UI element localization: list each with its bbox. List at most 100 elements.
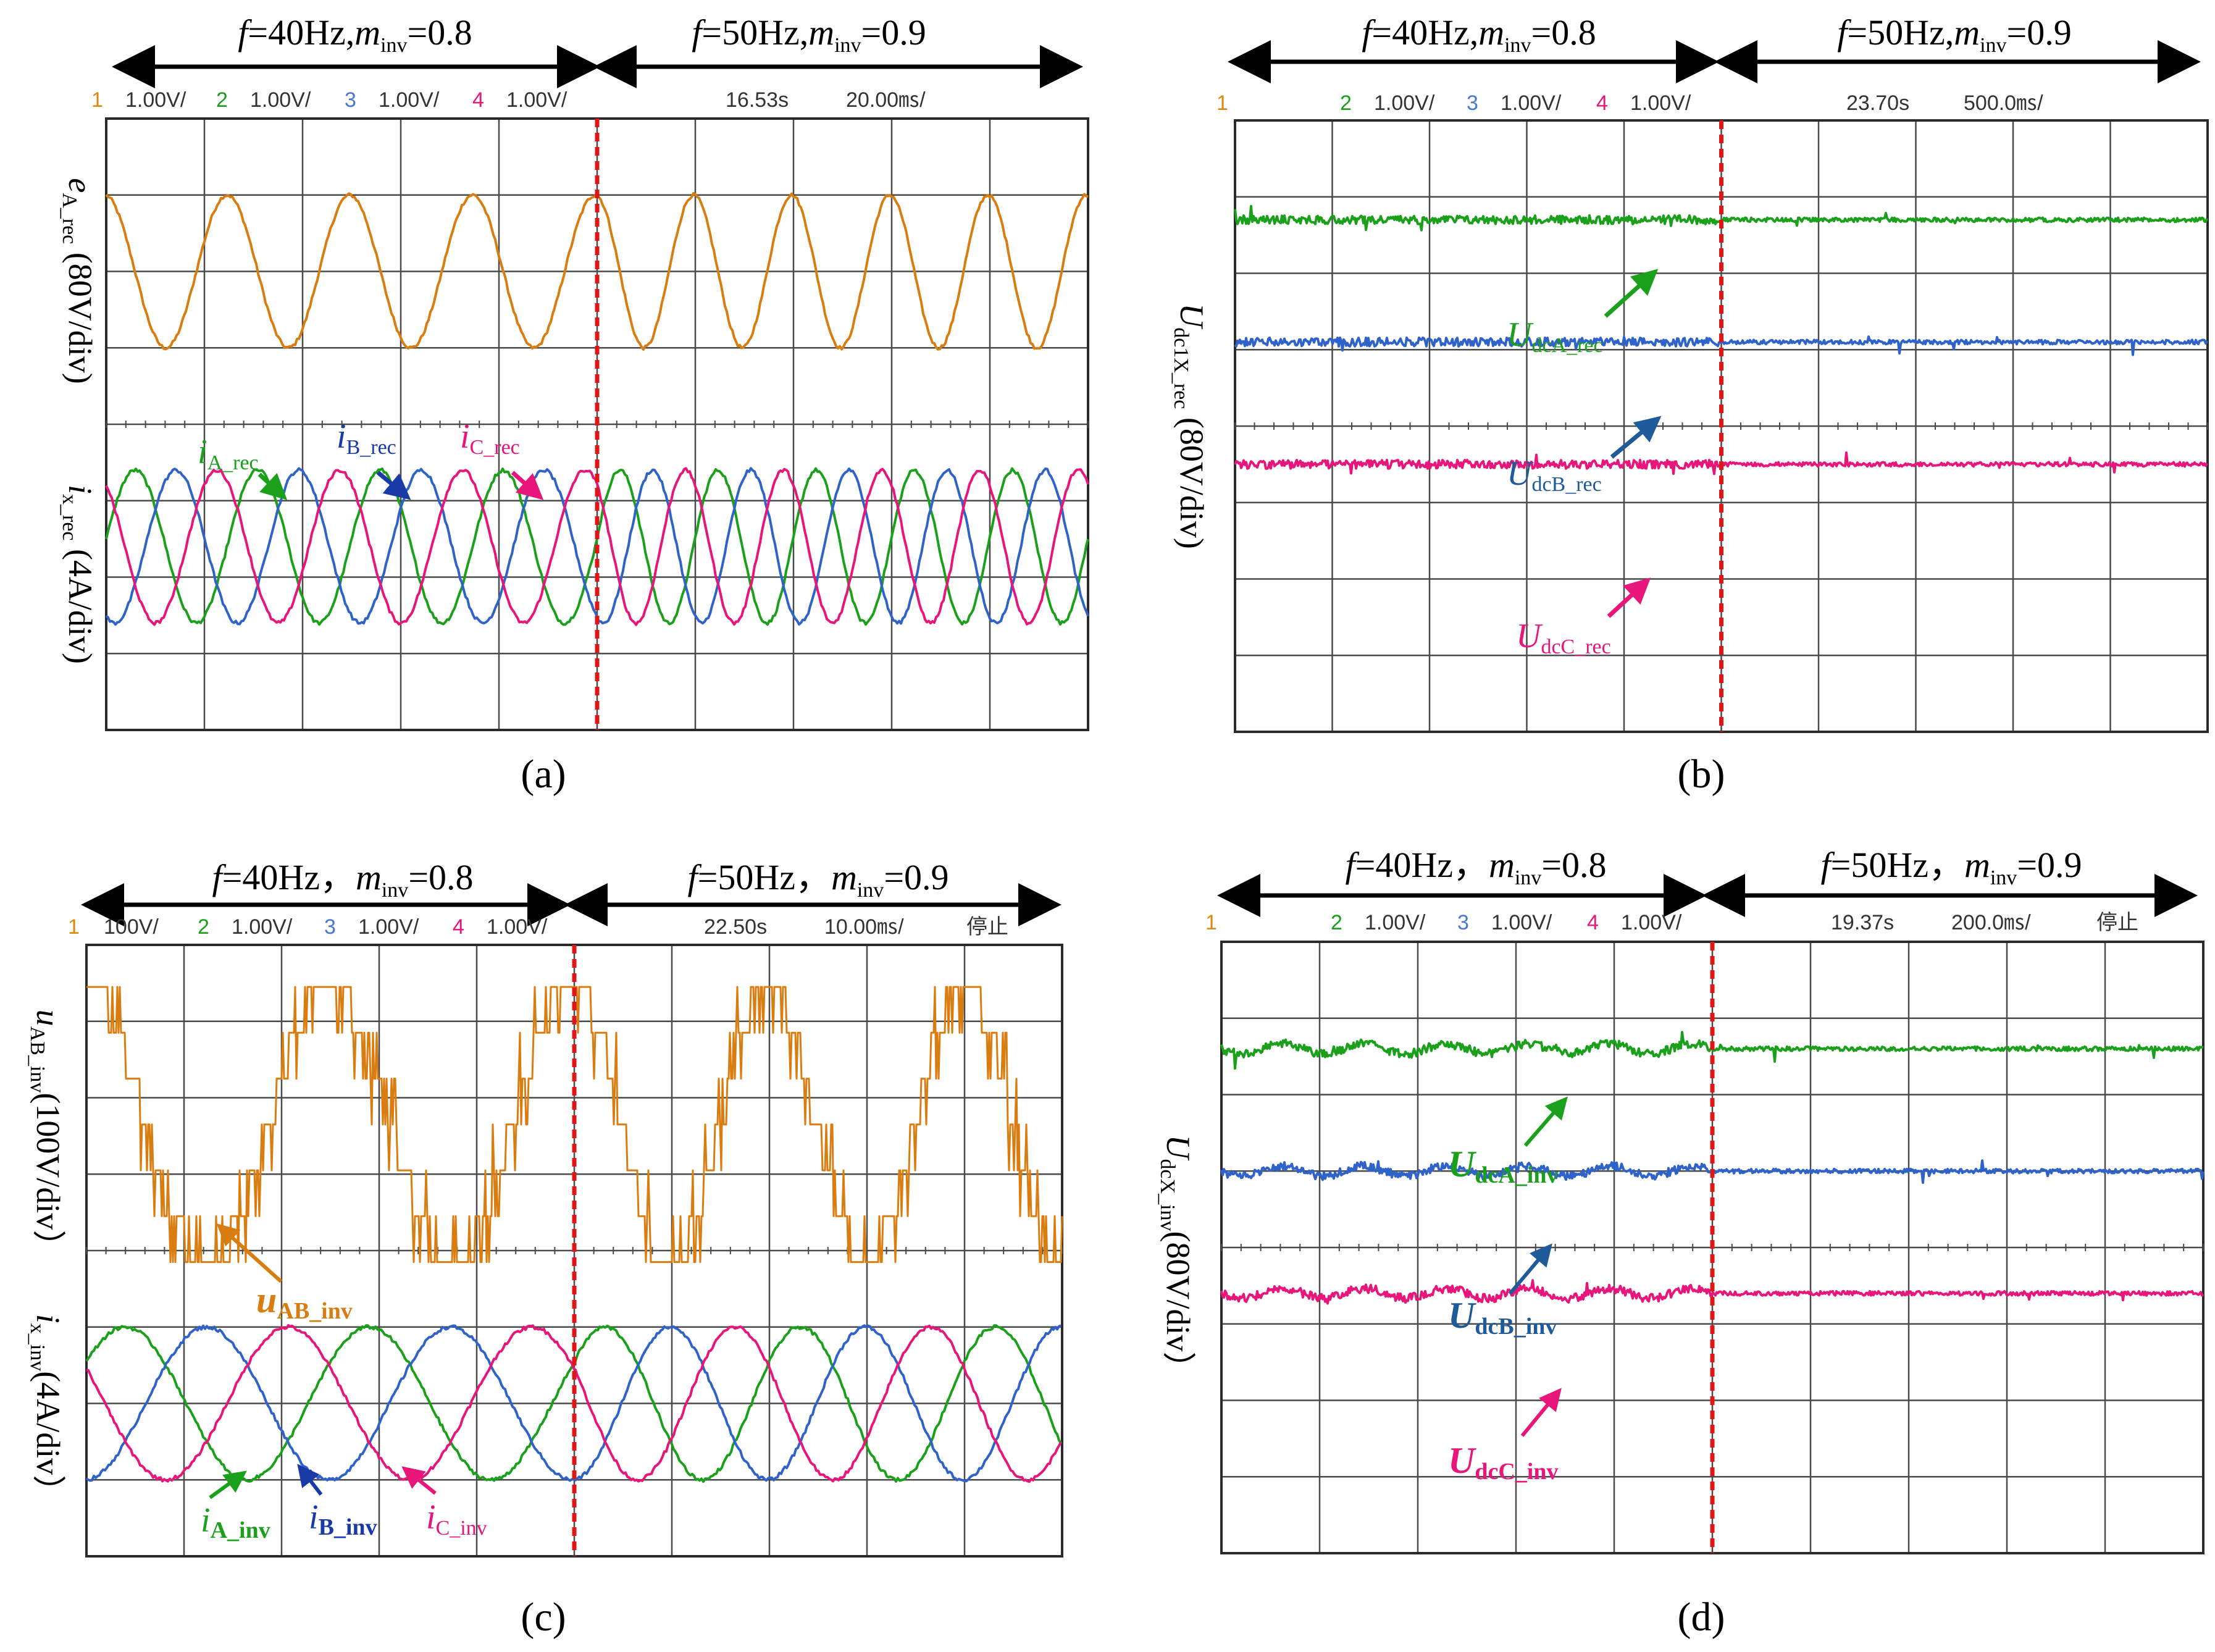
ch3-index: 3 [1457, 911, 1469, 934]
arrow-UdcB-inv [1508, 1243, 1552, 1295]
trace-labels: iA_rec iB_rec iC_rec [198, 417, 544, 500]
scope-header: 1 1.00V/ 2 1.00V/ 3 1.00V/ 4 1.00V/ 16.5… [91, 88, 926, 112]
trace-u_AB_inv [86, 986, 1063, 1264]
ch1-scale: 1.00V/ [125, 88, 186, 112]
ch4-index: 4 [1587, 911, 1599, 934]
scope-traces [1234, 120, 2208, 732]
y-axis-label: Udc1X_rec (80V/div) [1170, 303, 1210, 549]
arrow-uAB-inv [216, 1223, 283, 1283]
ch4-index: 4 [1596, 91, 1608, 115]
condition-before: f=40Hz，minv=0.8 [1345, 845, 1606, 889]
condition-after: f=50Hz,minv=0.9 [692, 12, 926, 57]
arrow-UdcC-rec [1607, 577, 1651, 618]
label-iC-inv: iC_inv [426, 1498, 487, 1540]
trace-U_dcB_rec [1234, 335, 2208, 356]
label-iB-inv: iB_inv [309, 1498, 377, 1540]
label-iA-inv: iA_inv [201, 1501, 270, 1543]
ch1-index: 1 [1216, 91, 1228, 115]
arrow-iB-inv [297, 1464, 323, 1496]
panel-label: (c) [521, 1595, 566, 1640]
ch3-scale: 1.00V/ [1491, 911, 1552, 934]
panel-label: (a) [521, 752, 566, 797]
panel-c: f=40Hz，minv=0.8 f=50Hz，minv=0.9 1 100V/ … [26, 857, 1063, 1640]
scope-header: 1 100V/ 2 1.00V/ 3 1.00V/ 4 1.00V/ 22.50… [68, 915, 1008, 939]
ch3-scale: 1.00V/ [1501, 91, 1562, 115]
label-UdcC-rec: UdcC_rec [1516, 617, 1611, 658]
label-UdcA-rec: UdcA_rec [1507, 316, 1603, 357]
ch4-index: 4 [453, 915, 464, 939]
scope-header: 1 2 1.00V/ 3 1.00V/ 4 1.00V/ 19.37s 200.… [1205, 911, 2138, 934]
ch1-index: 1 [1205, 911, 1217, 934]
arrow-UdcA-inv [1523, 1096, 1568, 1147]
ch1-index: 1 [68, 915, 80, 939]
time-readout: 19.37s [1831, 911, 1894, 934]
arrow-iA-inv [209, 1470, 247, 1499]
trace-labels: UdcA_rec UdcB_rec UdcC_rec [1507, 269, 1662, 658]
condition-after: f=50Hz，minv=0.9 [687, 857, 948, 902]
y-axis-label: UdcX_inv(80V/div） [1156, 1134, 1197, 1385]
arrow-iA-rec [258, 472, 288, 500]
trace-i_C_rec [105, 467, 1089, 626]
arrow-UdcC-inv [1520, 1388, 1562, 1437]
condition-before: f=40Hz,minv=0.8 [1362, 12, 1596, 57]
ch4-scale: 1.00V/ [506, 88, 567, 112]
ch4-scale: 1.00V/ [1630, 91, 1691, 115]
panel-label: (b) [1678, 752, 1725, 797]
label-iC-rec: iC_rec [460, 417, 520, 459]
label-UdcB-inv: UdcB_inv [1448, 1295, 1557, 1340]
panel-label: (d) [1678, 1595, 1725, 1640]
timebase: 20.00㎳/ [846, 88, 926, 112]
label-uAB-inv: uAB_inv [256, 1280, 353, 1324]
ch2-scale: 1.00V/ [1365, 911, 1426, 934]
timebase: 500.0㎳/ [1964, 91, 2043, 115]
scope-state: 停止 [966, 915, 1008, 939]
time-readout: 16.53s [726, 88, 789, 112]
time-readout: 22.50s [704, 915, 767, 939]
panel-d: f=40Hz，minv=0.8 f=50Hz，minv=0.9 1 2 1.00… [1156, 845, 2205, 1640]
panel-a: f=40Hz,minv=0.8 f=50Hz,minv=0.9 1 1.00V/… [58, 12, 1089, 797]
ch1-index: 1 [91, 88, 103, 112]
y-axis-label-bottom: ix_inv(4A/div） [26, 1314, 67, 1508]
ch2-index: 2 [1340, 91, 1352, 115]
timebase: 200.0㎳/ [1951, 911, 2031, 934]
arrow-UdcA-rec [1604, 269, 1659, 318]
label-iB-rec: iB_rec [337, 417, 396, 459]
ch3-scale: 1.00V/ [358, 915, 419, 939]
ch4-index: 4 [472, 88, 484, 112]
scope-traces [1220, 942, 2205, 1553]
condition-before: f=40Hz,minv=0.8 [238, 12, 472, 57]
ch3-index: 3 [324, 915, 336, 939]
arrow-iB-rec [376, 471, 411, 500]
ch3-scale: 1.00V/ [379, 88, 440, 112]
label-UdcB-rec: UdcB_rec [1507, 455, 1602, 496]
y-axis-label-top: eA_rec (80V/div) [58, 178, 99, 384]
ch4-scale: 1.00V/ [1621, 911, 1682, 934]
y-axis-label-bottom: ix_rec (4A/div) [58, 485, 99, 664]
ch3-index: 3 [1467, 91, 1478, 115]
time-readout: 23.70s [1846, 91, 1909, 115]
scope-header: 1 2 1.00V/ 3 1.00V/ 4 1.00V/ 23.70s 500.… [1216, 91, 2043, 115]
label-UdcC-inv: UdcC_inv [1448, 1440, 1558, 1485]
arrow-iC-rec [511, 471, 544, 500]
ch2-index: 2 [1331, 911, 1342, 934]
scope-state: 停止 [2096, 911, 2138, 934]
y-axis-label-top: uAB_inv(100V/div） [26, 1010, 67, 1264]
ch3-index: 3 [345, 88, 356, 112]
ch2-index: 2 [216, 88, 228, 112]
ch1-scale: 100V/ [104, 915, 159, 939]
ch2-scale: 1.00V/ [250, 88, 311, 112]
condition-before: f=40Hz，minv=0.8 [212, 857, 473, 902]
arrow-iC-inv [401, 1466, 437, 1495]
condition-after: f=50Hz，minv=0.9 [1820, 845, 2082, 889]
trace-labels: uAB_inv iA_inv iB_inv iC_inv [201, 1223, 487, 1543]
ch2-index: 2 [198, 915, 209, 939]
trace-i_C_inv [86, 1324, 1062, 1483]
timebase: 10.00㎳/ [824, 915, 904, 939]
label-iA-rec: iA_rec [198, 433, 259, 474]
scope-traces [85, 945, 1063, 1556]
trace-labels: UdcA_inv UdcB_inv UdcC_inv [1448, 1096, 1568, 1485]
arrow-UdcB-rec [1610, 416, 1662, 459]
condition-after: f=50Hz,minv=0.9 [1837, 12, 2072, 57]
ch4-scale: 1.00V/ [487, 915, 548, 939]
